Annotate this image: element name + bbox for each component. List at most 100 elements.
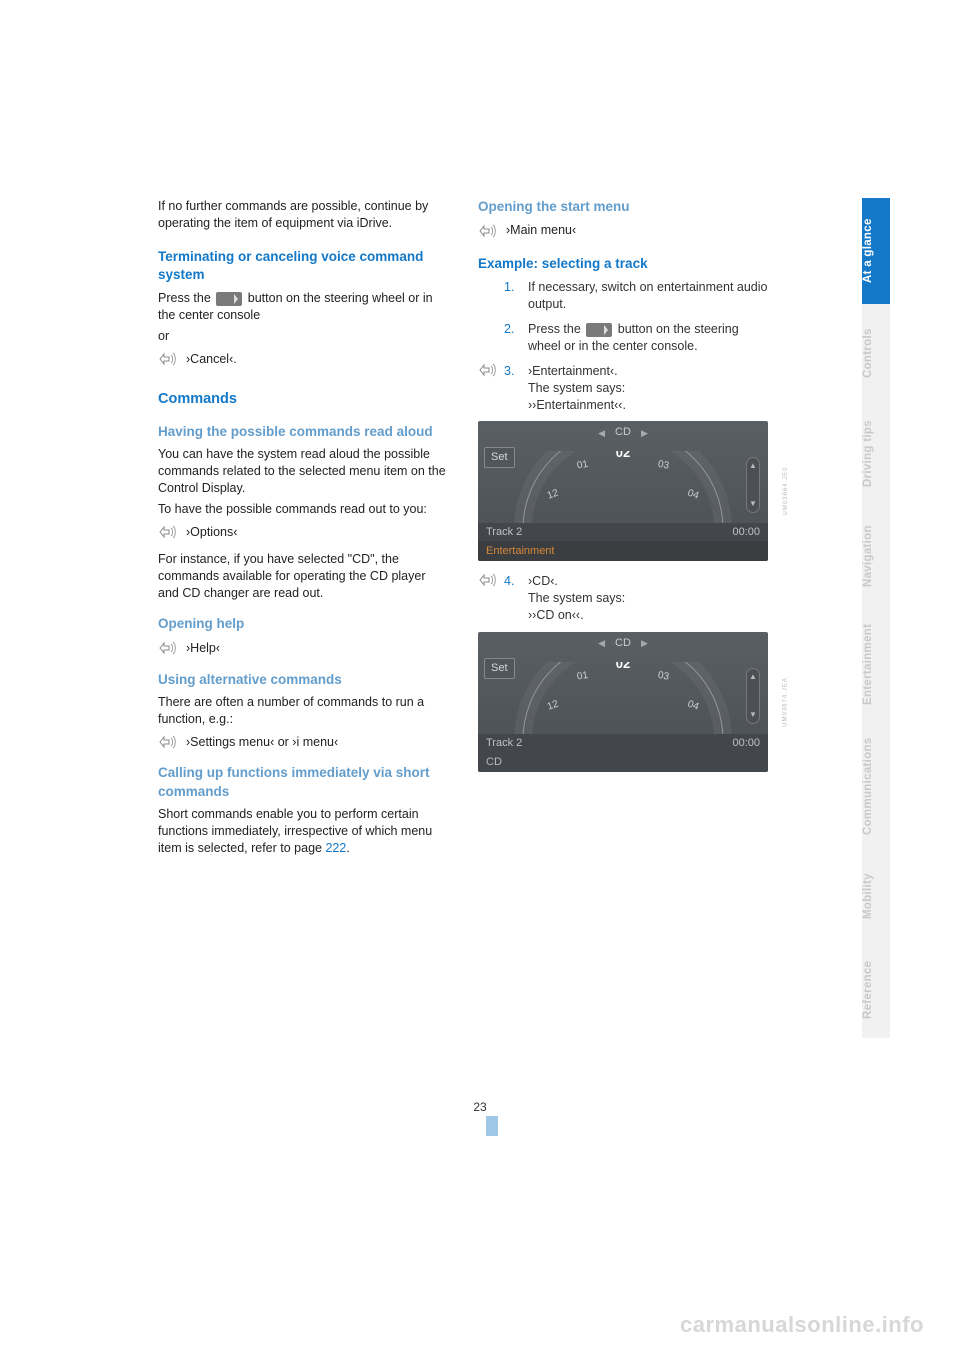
section-tabs: At a glanceControlsDriving tipsNavigatio… [862, 198, 890, 1038]
heading-example: Example: selecting a track [478, 255, 768, 273]
intro-text: If no further commands are possible, con… [158, 198, 448, 232]
cd-set-button: Set [484, 658, 515, 679]
svg-text:03: 03 [657, 670, 670, 683]
left-arrow-icon: ◀ [598, 427, 605, 439]
step-text: ›Entertainment‹. The system says: ››Ente… [528, 363, 768, 414]
svg-text:12: 12 [546, 488, 561, 502]
voice-main: ›Main menu‹ [478, 222, 768, 239]
up-arrow-icon: ▲ [749, 462, 757, 470]
time-label: 00:00 [732, 736, 760, 751]
page-number-marker [486, 1116, 498, 1136]
mic-icon [158, 525, 176, 539]
txt: The system says: [528, 591, 625, 605]
cd-topbar: ◀ CD ▶ [478, 636, 768, 651]
step-text: If necessary, switch on entertainment au… [528, 279, 768, 313]
tab-reference[interactable]: Reference [862, 942, 890, 1038]
heading-short: Calling up functions immediately via sho… [158, 764, 448, 800]
txt: . [346, 841, 349, 855]
txt: ›CD‹. [528, 574, 558, 588]
tab-navigation[interactable]: Navigation [862, 506, 890, 606]
terminate-body: Press the button on the steering wheel o… [158, 290, 448, 324]
cd-bottom-label: CD [478, 752, 768, 772]
cd-scroll-knob: ▲ ▼ [746, 668, 760, 724]
svg-text:03: 03 [657, 459, 670, 472]
txt: ›Entertainment‹. [528, 364, 618, 378]
mic-icon [478, 224, 496, 238]
time-label: 00:00 [732, 525, 760, 540]
svg-text:01: 01 [576, 670, 589, 683]
step-text: ›CD‹. The system says: ››CD on‹‹. [528, 573, 768, 624]
voice-cmd-text: ›Settings menu‹ or ›i menu‹ [186, 734, 338, 751]
example-steps: 1. If necessary, switch on entertainment… [478, 279, 768, 413]
step-num: 4. [504, 573, 520, 624]
cd-set-button: Set [484, 447, 515, 468]
cd-display-1: ◀ CD ▶ Set 11120102030405 ▲ ▼ Track 2 00… [478, 421, 768, 561]
down-arrow-icon: ▼ [749, 711, 757, 719]
mic-icon [158, 735, 176, 749]
cd-top-label: CD [615, 636, 631, 651]
tab-controls[interactable]: Controls [862, 304, 890, 402]
mic-icon [158, 352, 176, 366]
txt: ››CD on‹‹. [528, 608, 584, 622]
track-label: Track 2 [486, 736, 522, 751]
step-num: 2. [504, 321, 520, 355]
voice-cmd-text: ›Cancel‹. [186, 351, 237, 368]
short-body: Short commands enable you to perform cer… [158, 806, 448, 857]
read-aloud-3: For instance, if you have selected "CD",… [158, 551, 448, 602]
right-column: Opening the start menu ›Main menu‹ Examp… [478, 198, 768, 860]
right-arrow-icon: ▶ [641, 427, 648, 439]
tab-driving-tips[interactable]: Driving tips [862, 402, 890, 506]
voice-help: ›Help‹ [158, 640, 448, 657]
cd-top-label: CD [615, 425, 631, 440]
page-number: 23 [473, 1100, 486, 1114]
heading-alt: Using alternative commands [158, 671, 448, 689]
cd-display-wrap-1: ◀ CD ▶ Set 11120102030405 ▲ ▼ Track 2 00… [478, 421, 768, 561]
step-text: Press the button on the steering wheel o… [528, 321, 768, 355]
heading-commands: Commands [158, 390, 448, 410]
step-4: 4. ›CD‹. The system says: ››CD on‹‹. [478, 573, 768, 624]
example-steps-cont: 4. ›CD‹. The system says: ››CD on‹‹. [478, 573, 768, 624]
cd-trackbar: Track 2 00:00 [478, 734, 768, 752]
cd-scroll-knob: ▲ ▼ [746, 457, 760, 513]
page-ref-link[interactable]: 222 [325, 841, 346, 855]
or-text: or [158, 328, 448, 345]
svg-text:02: 02 [616, 662, 630, 671]
voice-cmd-text: ›Options‹ [186, 524, 237, 541]
heading-read-aloud: Having the possible commands read aloud [158, 423, 448, 441]
voice-button-icon [216, 292, 242, 306]
svg-text:04: 04 [686, 488, 701, 502]
voice-options: ›Options‹ [158, 524, 448, 541]
left-arrow-icon: ◀ [598, 637, 605, 649]
step-3: 3. ›Entertainment‹. The system says: ››E… [478, 363, 768, 414]
page-content: If no further commands are possible, con… [158, 198, 768, 860]
step-num: 1. [504, 279, 520, 313]
svg-text:04: 04 [686, 699, 701, 713]
image-code: UM03674.JEA [782, 677, 790, 727]
track-label: Track 2 [486, 525, 522, 540]
cd-display-wrap-2: ◀ CD ▶ Set 11120102030405 ▲ ▼ Track 2 00… [478, 632, 768, 772]
voice-button-icon [586, 323, 612, 337]
up-arrow-icon: ▲ [749, 673, 757, 681]
heading-terminate: Terminating or canceling voice command s… [158, 248, 448, 284]
cd-arc: 11120102030405 [513, 662, 733, 742]
mic-icon [158, 641, 176, 655]
cd-topbar: ◀ CD ▶ [478, 425, 768, 440]
svg-text:12: 12 [546, 698, 561, 712]
cd-display-2: ◀ CD ▶ Set 11120102030405 ▲ ▼ Track 2 00… [478, 632, 768, 772]
alt-body: There are often a number of commands to … [158, 694, 448, 728]
voice-cmd-text: ›Help‹ [186, 640, 220, 657]
tab-mobility[interactable]: Mobility [862, 850, 890, 942]
cd-arc: 11120102030405 [513, 451, 733, 531]
down-arrow-icon: ▼ [749, 500, 757, 508]
read-aloud-2: To have the possible commands read out t… [158, 501, 448, 518]
tab-communications[interactable]: Communications [862, 722, 890, 850]
txt: Press the [528, 322, 581, 336]
tab-entertainment[interactable]: Entertainment [862, 606, 890, 722]
svg-text:01: 01 [576, 459, 589, 472]
tab-at-a-glance[interactable]: At a glance [862, 198, 890, 304]
heading-start-menu: Opening the start menu [478, 198, 768, 216]
cd-bottom-label: Entertainment [478, 541, 768, 561]
txt: The system says: [528, 381, 625, 395]
mic-icon [478, 363, 496, 377]
mic-icon [478, 573, 496, 587]
